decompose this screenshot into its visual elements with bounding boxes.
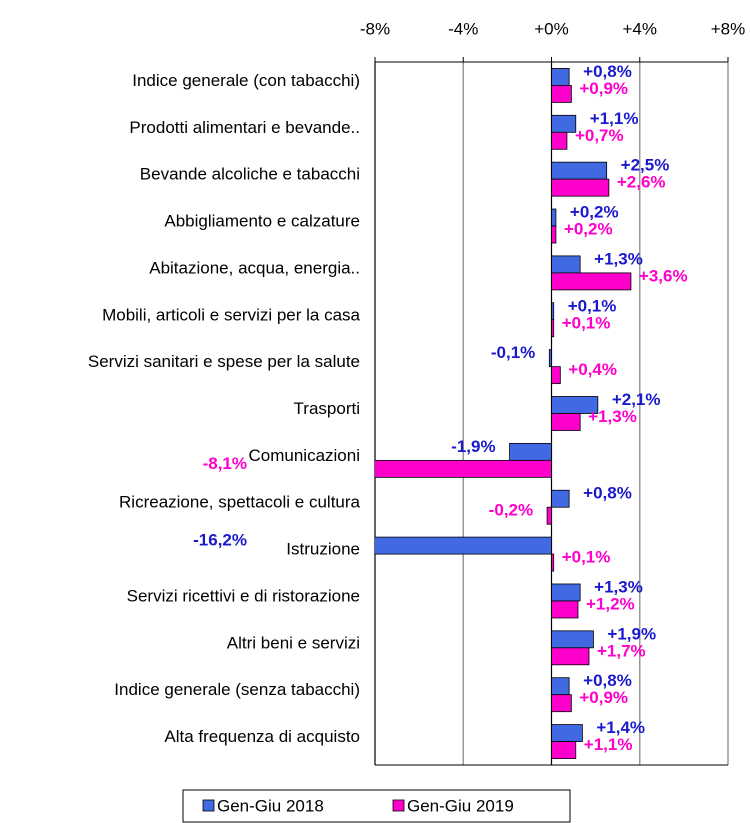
x-tick-label: +0%	[534, 19, 569, 38]
value-label: +0,1%	[562, 548, 611, 567]
category-label: Indice generale (senza tabacchi)	[114, 680, 360, 699]
legend-label: Gen-Giu 2018	[217, 796, 324, 815]
value-label: +0,1%	[562, 313, 611, 332]
bar	[551, 489, 570, 508]
value-label: +3,6%	[639, 266, 688, 285]
value-label: +0,8%	[583, 484, 632, 503]
bar	[551, 583, 581, 602]
value-label: +0,7%	[575, 126, 624, 145]
bar	[551, 255, 581, 274]
value-label: +0,2%	[570, 203, 619, 222]
bar	[551, 413, 581, 431]
bar	[551, 694, 572, 713]
value-label: +0,1%	[568, 296, 617, 315]
category-label: Altri beni e servizi	[227, 633, 360, 652]
value-label: +2,6%	[617, 173, 666, 192]
bar	[551, 272, 632, 291]
x-tick-label: -8%	[360, 19, 390, 38]
value-label: +1,9%	[607, 624, 656, 643]
legend-swatch	[202, 799, 215, 812]
category-label: Prodotti alimentari e bevande..	[129, 118, 360, 137]
bar	[551, 724, 583, 742]
category-label: Servizi sanitari e spese per la salute	[88, 352, 360, 371]
value-label: +1,1%	[584, 735, 633, 754]
value-label: -16,2%	[193, 531, 247, 550]
bar	[551, 600, 579, 619]
value-label: +2,5%	[621, 156, 670, 175]
category-label: Servizi ricettivi e di ristorazione	[127, 586, 360, 605]
legend-swatch	[392, 799, 405, 812]
value-label: +1,3%	[594, 249, 643, 268]
x-tick-label: +8%	[711, 19, 746, 38]
value-label: -8,1%	[203, 454, 247, 473]
value-label: +1,7%	[597, 641, 646, 660]
bar	[551, 161, 608, 180]
category-label: Indice generale (con tabacchi)	[132, 71, 360, 90]
bar	[546, 506, 552, 525]
value-label: +1,4%	[596, 718, 645, 737]
value-label: -1,9%	[451, 437, 495, 456]
bar	[551, 225, 557, 244]
value-label: +0,8%	[583, 671, 632, 690]
x-tick-label: +4%	[623, 19, 658, 38]
value-label: +0,9%	[579, 688, 628, 707]
category-label: Trasporti	[294, 399, 360, 418]
bar	[375, 536, 552, 555]
category-label: Bevande alcoliche e tabacchi	[140, 165, 360, 184]
category-label: Abitazione, acqua, energia..	[149, 258, 360, 277]
bar	[551, 131, 568, 150]
bar	[551, 178, 610, 197]
legend-box	[182, 789, 571, 823]
bar	[551, 68, 570, 86]
bar	[551, 114, 577, 133]
bar	[551, 647, 590, 666]
value-label: +1,3%	[594, 577, 643, 596]
legend-label: Gen-Giu 2019	[407, 796, 514, 815]
value-label: +1,2%	[586, 594, 635, 613]
bar	[551, 208, 557, 227]
value-label: -0,1%	[491, 343, 535, 362]
category-label: Ricreazione, spettacoli e cultura	[119, 493, 361, 512]
bar	[551, 677, 570, 696]
bars	[375, 68, 632, 759]
value-label: +0,4%	[568, 360, 617, 379]
category-label: Comunicazioni	[249, 446, 361, 465]
value-label: +0,8%	[583, 62, 632, 81]
bar	[551, 741, 577, 759]
bar	[375, 459, 552, 478]
x-tick-label: -4%	[448, 19, 478, 38]
category-label: Abbigliamento e calzature	[164, 212, 360, 231]
value-label: +1,1%	[590, 109, 639, 128]
bar	[551, 366, 561, 385]
value-label: -0,2%	[489, 501, 533, 520]
category-label: Mobili, articoli e servizi per la casa	[102, 305, 360, 324]
bar	[551, 630, 594, 649]
value-label: +0,2%	[564, 220, 613, 239]
bar	[509, 442, 552, 461]
value-label: +0,9%	[579, 79, 628, 98]
value-label: +1,3%	[588, 407, 637, 426]
category-label: Alta frequenza di acquisto	[164, 727, 360, 746]
bar	[551, 85, 572, 103]
value-label: +2,1%	[612, 390, 661, 409]
category-label: Istruzione	[286, 540, 360, 559]
